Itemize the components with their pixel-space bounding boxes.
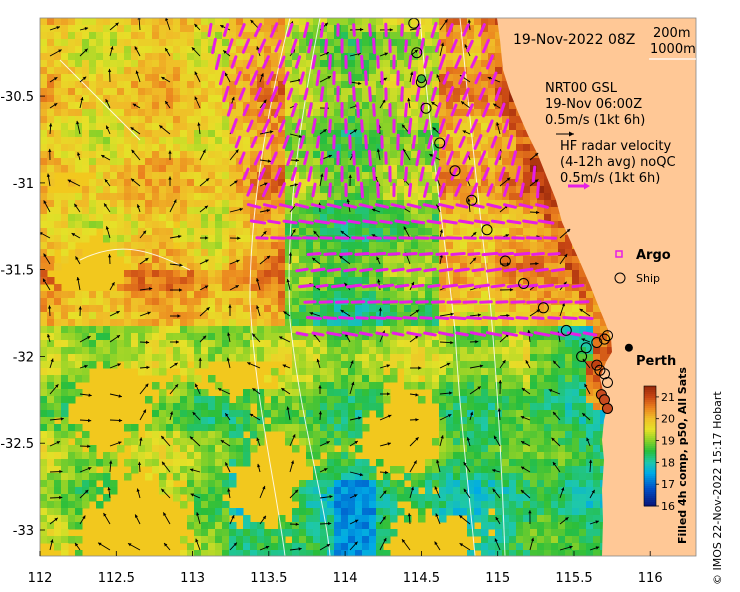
- ship-marker: [602, 403, 613, 414]
- ship-marker: [580, 342, 592, 354]
- contour-depth-200: 200m: [653, 26, 690, 41]
- hf-radar-arrows: [207, 21, 598, 337]
- ship-marker: [411, 47, 423, 59]
- y-tick-label: -32: [13, 350, 34, 365]
- radar-scale: 0.5m/s (1kt 6h): [560, 171, 660, 186]
- argo-legend-label: Argo: [636, 248, 671, 263]
- colorbar-tick-label: 17: [661, 478, 675, 491]
- sst-field: [40, 18, 615, 556]
- y-tick-label: -31.5: [0, 264, 34, 279]
- model-name: NRT00 GSL: [545, 81, 618, 96]
- city-label: Perth: [636, 354, 676, 369]
- x-axis-ticks: 112 112.5 113 113.5 114 114.5 115 115.5 116: [28, 551, 663, 586]
- model-current-arrows: [40, 18, 600, 551]
- colorbar-label: Filled 4h comp, p50, All Sats: [676, 367, 689, 544]
- ship-marker: [481, 224, 493, 236]
- colorbar-tick-label: 20: [661, 413, 675, 426]
- y-axis-ticks: -30.5 -31 -31.5 -32 -32.5 -33: [0, 90, 45, 539]
- argo-marker: [416, 74, 426, 84]
- colorbar-ticks: 21 20 19 18 17 16: [656, 391, 675, 513]
- ship-marker: [591, 337, 603, 348]
- contour-depth-1000: 1000m: [650, 42, 696, 57]
- model-time: 19-Nov 06:00Z: [545, 97, 642, 112]
- ship-marker: [602, 377, 613, 388]
- x-tick-label: 112.5: [98, 571, 135, 586]
- x-tick-label: 115: [485, 571, 510, 586]
- ship-marker: [576, 350, 588, 362]
- colorbar-tick-label: 18: [661, 456, 675, 469]
- radar-average: (4-12h avg) noQC: [560, 155, 676, 170]
- colorbar-tick-label: 21: [661, 391, 675, 404]
- colorbar: [643, 385, 657, 507]
- x-tick-label: 114: [333, 571, 358, 586]
- x-tick-label: 115.5: [555, 571, 592, 586]
- ship-legend-label: Ship: [636, 272, 660, 285]
- model-scale: 0.5m/s (1kt 6h): [545, 113, 645, 128]
- y-tick-label: -31: [13, 177, 34, 192]
- credit-text: © IMOS 22-Nov-2022 15:17 Hobart: [711, 391, 724, 585]
- ship-marker: [449, 165, 461, 177]
- x-tick-label: 113.5: [250, 571, 287, 586]
- ship-legend-marker: [614, 272, 626, 284]
- plot-frame: [39, 17, 697, 557]
- ship-marker: [602, 330, 613, 342]
- colorbar-tick-label: 16: [661, 500, 675, 513]
- argo-legend-marker: [615, 250, 623, 258]
- x-tick-label: 112: [28, 571, 53, 586]
- ship-marker: [420, 102, 432, 114]
- perth-marker: [624, 343, 633, 352]
- ship-marker: [599, 333, 610, 345]
- radar-title: HF radar velocity: [560, 139, 672, 154]
- y-tick-label: -30.5: [0, 90, 34, 105]
- x-tick-label: 113: [180, 571, 205, 586]
- ship-marker: [560, 324, 572, 336]
- timestamp-label: 19-Nov-2022 08Z: [513, 32, 635, 48]
- radar-scale-arrow: [568, 182, 590, 190]
- ship-marker: [466, 194, 478, 206]
- y-tick-label: -33: [13, 524, 34, 539]
- ship-marker: [499, 255, 511, 267]
- x-tick-label: 116: [638, 571, 663, 586]
- y-tick-label: -32.5: [0, 437, 34, 452]
- model-scale-arrow: [556, 131, 574, 137]
- colorbar-tick-label: 19: [661, 435, 675, 448]
- ship-marker: [591, 359, 603, 371]
- ship-markers: [408, 18, 613, 414]
- ship-marker: [518, 278, 530, 289]
- ship-marker: [434, 137, 446, 149]
- x-tick-label: 114.5: [403, 571, 440, 586]
- ship-marker: [537, 302, 549, 314]
